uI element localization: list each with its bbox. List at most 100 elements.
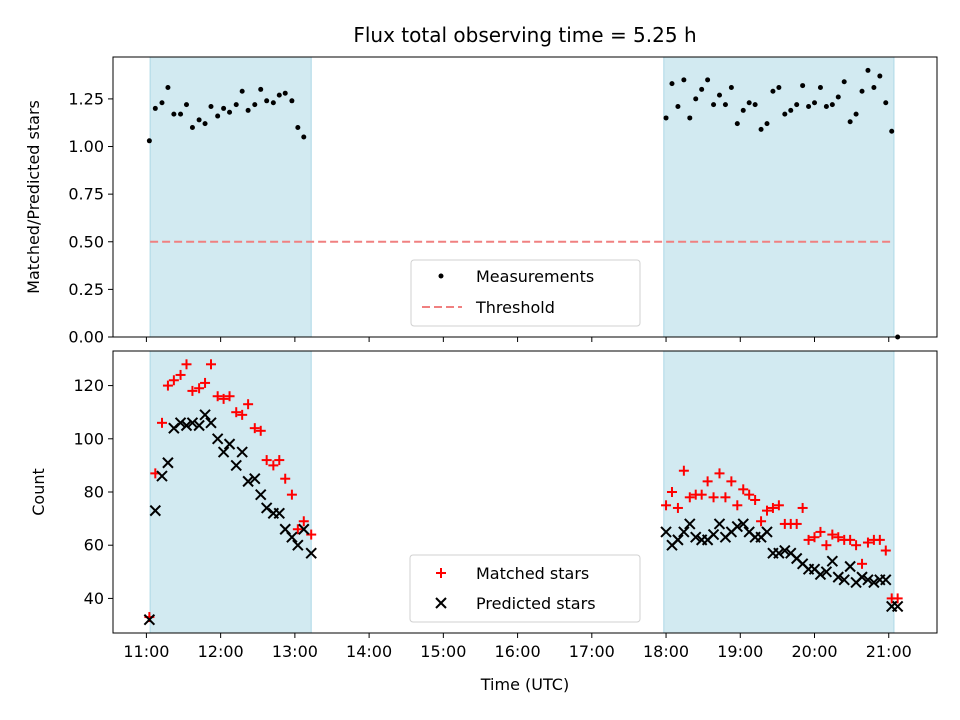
matched-point (684, 492, 695, 503)
predicted-point (199, 409, 211, 421)
matched-point (845, 534, 856, 545)
predicted-point (832, 571, 844, 583)
measurement-point (202, 121, 208, 127)
measurement-point (295, 124, 301, 130)
predicted-point (779, 544, 791, 557)
measurement-point (705, 77, 711, 83)
predicted-point (193, 419, 205, 432)
matched-point (714, 468, 725, 479)
count-y-tick-label: 80 (84, 483, 104, 502)
matched-point (678, 465, 689, 476)
measurement-point (835, 94, 841, 100)
legend-matched-label: Matched stars (476, 564, 589, 583)
measurement-point (800, 83, 806, 89)
matched-point (821, 540, 832, 551)
predicted-point (217, 446, 230, 458)
matched-point (851, 540, 862, 551)
ratio-y-tick-label: 0.25 (68, 280, 104, 299)
predicted-point (298, 523, 310, 535)
measurement-point (788, 107, 794, 113)
matched-point (738, 484, 749, 495)
matched-point (862, 537, 873, 548)
measurement-point (663, 115, 669, 121)
matched-point (298, 516, 309, 527)
matched-point (261, 455, 272, 466)
predicted-point (684, 518, 696, 530)
measurement-point (252, 102, 258, 108)
legend-threshold-label: Threshold (475, 298, 555, 317)
x-tick-label: 14:00 (346, 642, 392, 661)
measurement-point (687, 115, 693, 121)
measurement-point (740, 107, 746, 113)
ratio-y-tick-label: 0.50 (68, 232, 104, 251)
matched-point (791, 518, 802, 529)
predicted-point (180, 419, 193, 432)
matched-point (767, 502, 778, 513)
predicted-point (305, 547, 317, 559)
matched-point (181, 359, 192, 370)
measurement-point (239, 88, 245, 94)
x-tick-label: 17:00 (569, 642, 615, 661)
measurement-point (746, 100, 752, 106)
measurement-point (817, 84, 823, 90)
measurement-point (871, 84, 877, 90)
ratio-observing-window (663, 56, 895, 338)
predicted-point (273, 507, 285, 519)
matched-point (249, 423, 260, 434)
matched-point (756, 516, 767, 527)
x-tick-label: 19:00 (717, 642, 763, 661)
matched-point (874, 534, 885, 545)
matched-point (744, 489, 755, 500)
matched-point (797, 502, 808, 513)
x-tick-label: 11:00 (123, 642, 169, 661)
measurement-point (699, 86, 705, 92)
matched-point (696, 489, 707, 500)
measurement-point (178, 111, 184, 117)
matched-point (720, 492, 731, 503)
matched-point (809, 532, 820, 543)
measurement-point (877, 73, 883, 79)
legend-predicted-label: Predicted stars (476, 594, 596, 613)
predicted-point (223, 438, 236, 450)
predicted-point (162, 457, 174, 469)
predicted-point (826, 555, 839, 567)
measurement-point (776, 84, 782, 90)
matched-point (156, 417, 167, 428)
chart-title: Flux total observing time = 5.25 h (353, 23, 696, 47)
matched-point (162, 380, 173, 391)
predicted-point (891, 600, 904, 613)
predicted-point (255, 488, 267, 501)
predicted-point (236, 446, 248, 458)
measurement-point (853, 111, 859, 117)
measurement-point (233, 102, 239, 108)
predicted-point (838, 574, 850, 586)
predicted-point (856, 571, 868, 583)
count-y-label: Count (29, 468, 48, 516)
count-observing-window (663, 350, 895, 634)
matched-point (255, 425, 266, 436)
predicted-point (249, 472, 261, 485)
x-tick-label: 21:00 (866, 642, 912, 661)
measurement-point (806, 104, 812, 110)
ratio-observing-window (149, 56, 312, 338)
predicted-point (737, 518, 749, 530)
matched-point (231, 407, 242, 418)
measurement-point (146, 138, 152, 144)
predicted-point (713, 518, 726, 530)
measurement-point (841, 79, 847, 85)
measurement-point (823, 104, 829, 110)
matched-point (243, 399, 254, 410)
count-y-tick-label: 120 (73, 376, 104, 395)
predicted-point (844, 560, 856, 573)
matched-point (732, 500, 743, 511)
matched-point (194, 383, 205, 394)
count-y-tick-label: 60 (84, 536, 104, 555)
matched-point (708, 492, 719, 503)
matched-point (237, 409, 248, 420)
predicted-point (186, 417, 199, 429)
matched-point (280, 473, 291, 484)
matched-point (187, 385, 198, 396)
matched-point (175, 369, 186, 380)
predicted-point (707, 528, 720, 541)
matched-point (726, 476, 737, 487)
